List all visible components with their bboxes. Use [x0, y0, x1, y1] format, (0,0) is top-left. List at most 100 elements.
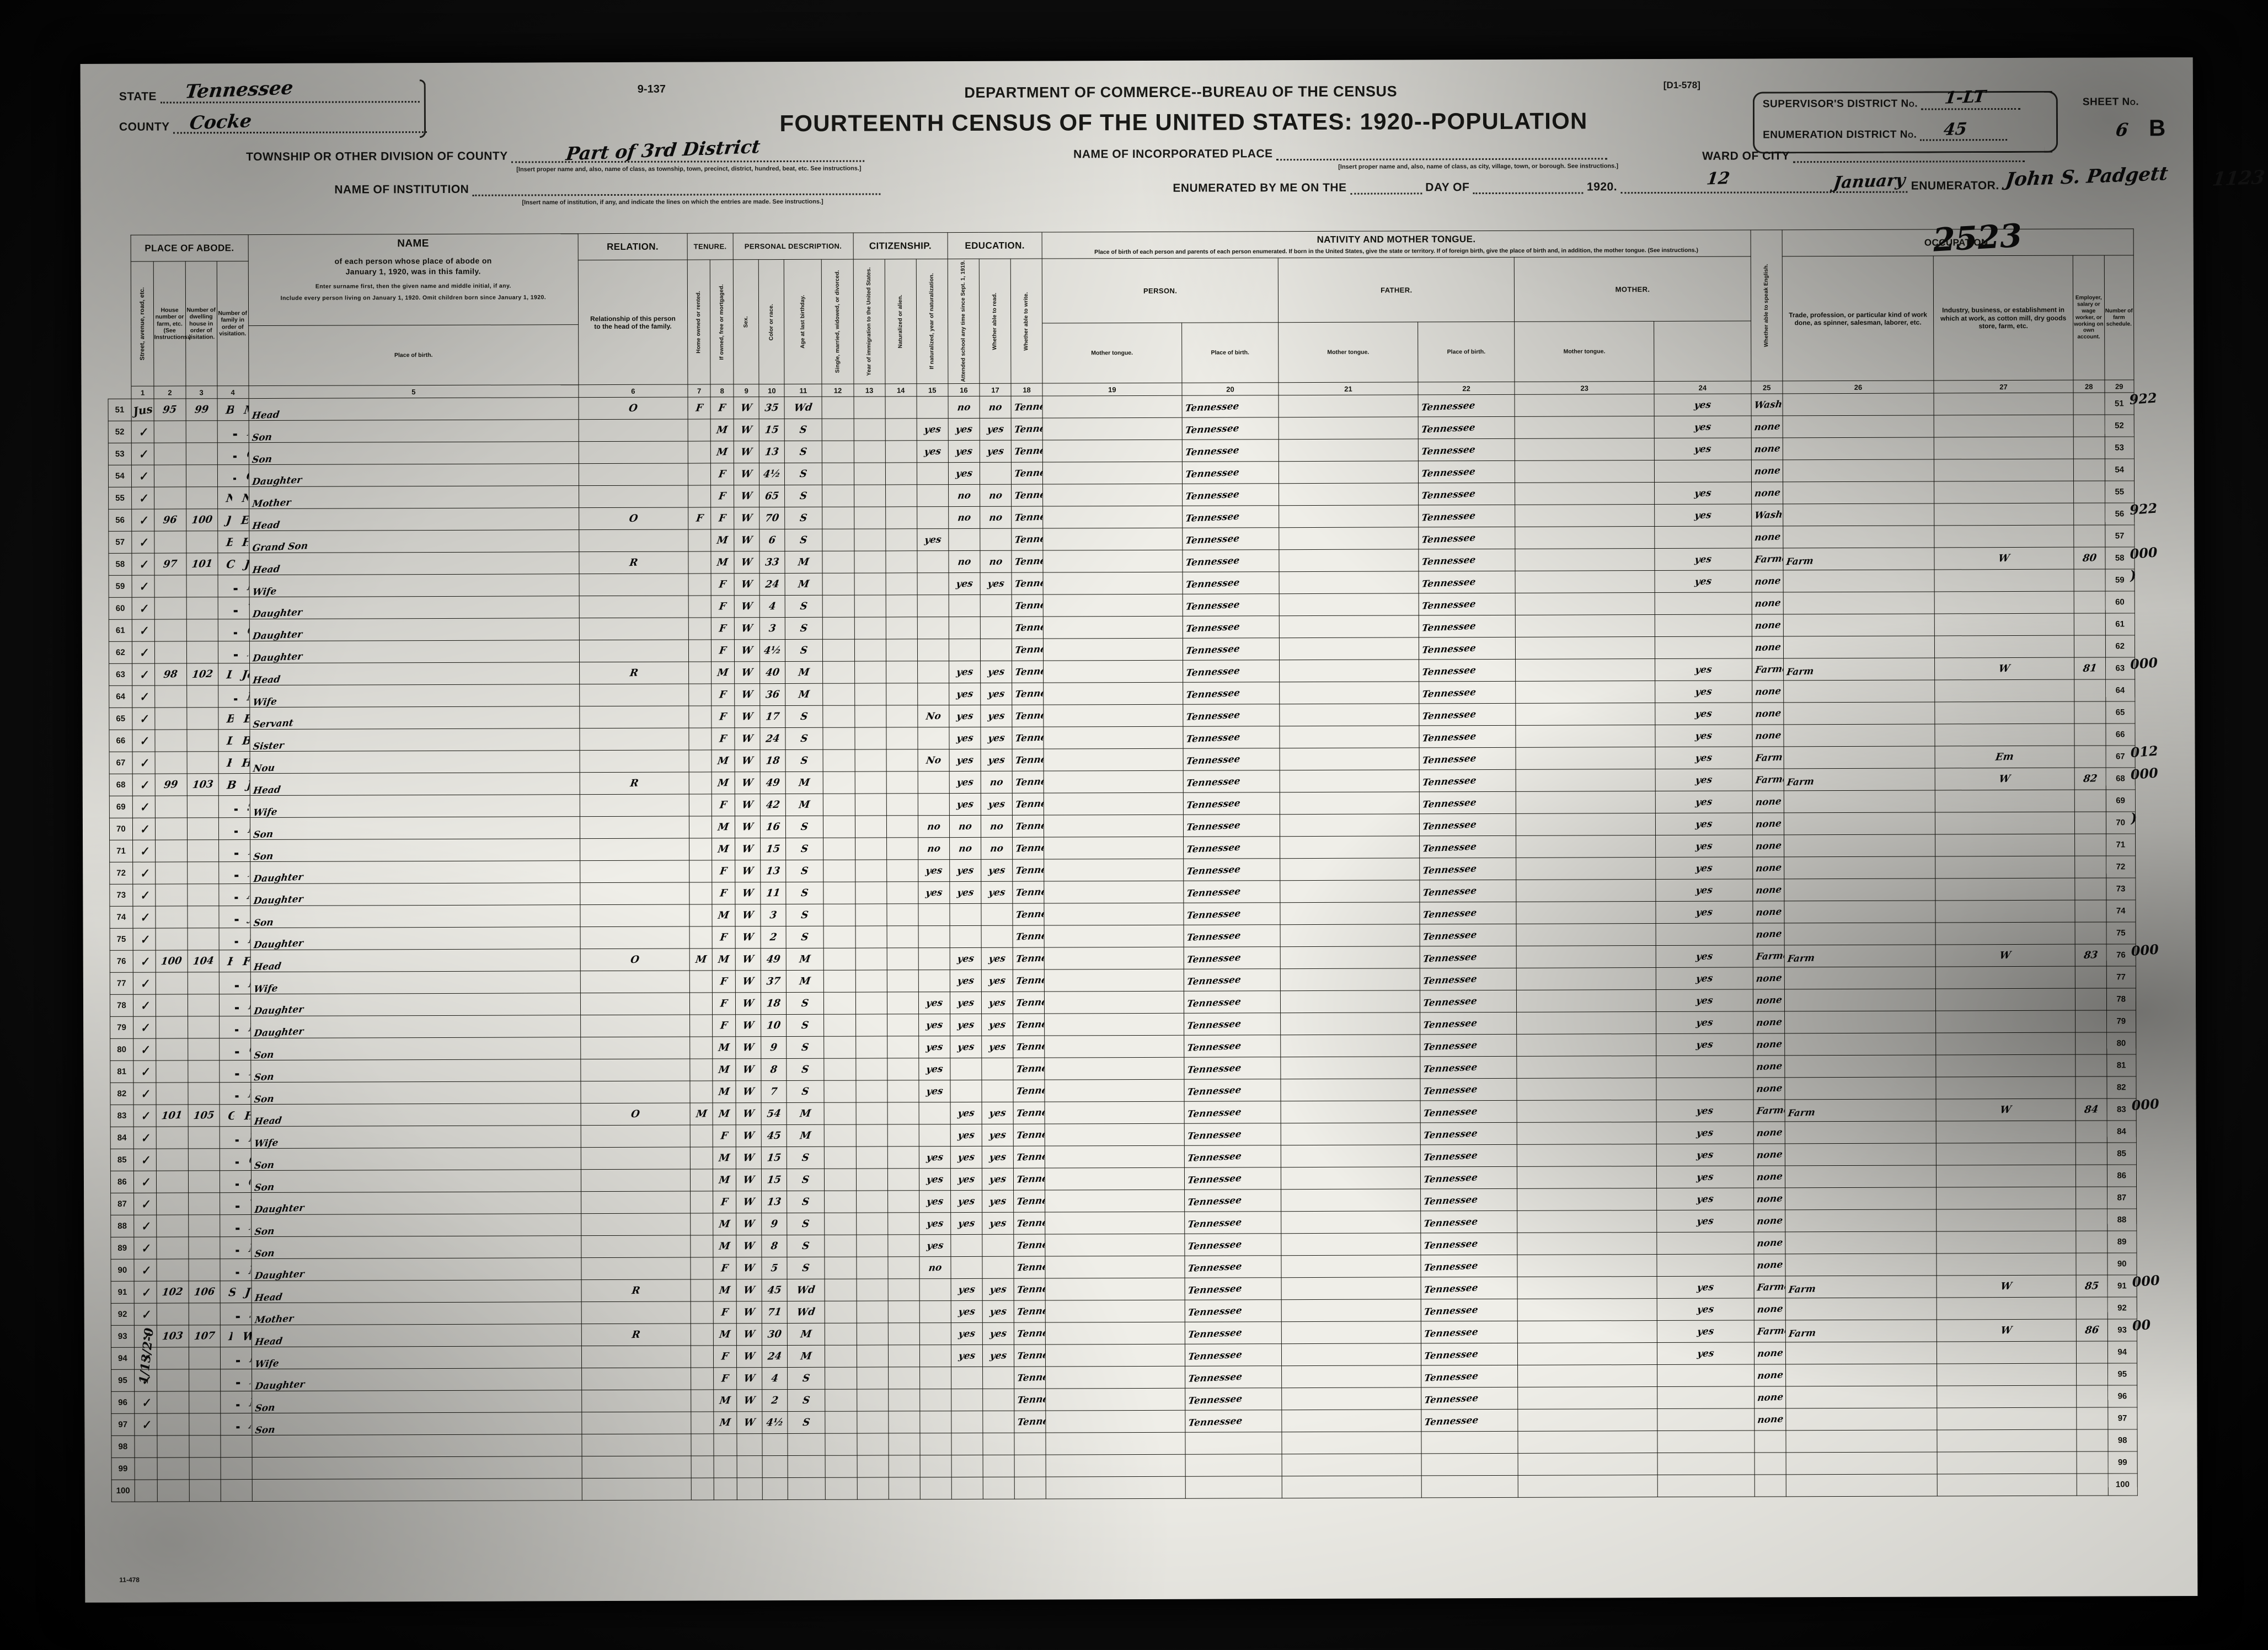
cell-person-birthplace[interactable]: Tennessee [1011, 550, 1044, 573]
cell-occupation-trade[interactable]: none [1753, 1231, 1785, 1255]
cell-name[interactable]: Earnest [219, 1082, 252, 1105]
cell-marital-status[interactable]: S [787, 1213, 825, 1235]
cell-house-number[interactable] [157, 1236, 189, 1260]
cell-naturalized-alien[interactable] [857, 1477, 889, 1500]
cell-father-mother-tongue[interactable] [1280, 990, 1420, 1013]
cell-year-naturalization[interactable] [887, 1168, 919, 1191]
cell-speak-english[interactable]: yes [1657, 1298, 1755, 1321]
cell-color-race[interactable]: W [735, 816, 761, 838]
cell-naturalized-alien[interactable] [854, 661, 886, 684]
cell-sex[interactable]: F [713, 1257, 737, 1279]
cell-home-owned[interactable] [579, 728, 689, 751]
cell-able-read[interactable]: yes [950, 1124, 982, 1147]
cell-year-immigration[interactable] [824, 1058, 856, 1081]
cell-mother-birthplace[interactable]: Tennessee [1419, 835, 1517, 858]
cell-year-immigration[interactable] [824, 1124, 856, 1147]
cell-occupation-employer[interactable] [1934, 591, 2074, 614]
cell-attended-school[interactable] [917, 617, 949, 639]
cell-father-birthplace[interactable]: Tennessee [1184, 1035, 1281, 1058]
cell-occupation-trade[interactable]: none [1753, 989, 1785, 1012]
cell-sex[interactable]: F [712, 992, 736, 1015]
cell-person-mother-tongue[interactable] [1042, 528, 1183, 551]
cell-attended-school[interactable]: yes [919, 1234, 951, 1257]
cell-able-write[interactable]: yes [982, 1322, 1014, 1345]
cell-person-birthplace[interactable]: Tennessee [1012, 661, 1044, 683]
cell-able-write[interactable] [980, 617, 1012, 639]
cell-house-number[interactable] [155, 729, 187, 752]
cell-home-owned[interactable]: O [581, 1103, 690, 1126]
cell-street[interactable]: ✓ [134, 1325, 157, 1348]
cell-occupation-trade[interactable]: none [1752, 923, 1784, 946]
cell-house-number[interactable] [155, 817, 188, 840]
cell-year-immigration[interactable] [823, 1014, 856, 1037]
cell-mother-birthplace[interactable]: Tennessee [1419, 725, 1516, 748]
cell-home-owned[interactable]: O [579, 397, 688, 420]
cell-father-mother-tongue[interactable] [1281, 1299, 1421, 1322]
cell-dwelling-number[interactable] [187, 839, 219, 862]
cell-marital-status[interactable]: S [786, 904, 824, 926]
cell-naturalized-alien[interactable] [854, 772, 886, 794]
cell-occupation-trade[interactable]: Farmer [1751, 548, 1784, 571]
cell-naturalized-alien[interactable] [857, 1411, 889, 1434]
cell-speak-english[interactable]: yes [1656, 1188, 1754, 1210]
cell-naturalized-alien[interactable] [856, 1344, 889, 1368]
cell-home-owned[interactable] [580, 1059, 690, 1081]
cell-color-race[interactable]: W [735, 970, 761, 993]
cell-marital-status[interactable]: M [787, 1345, 825, 1368]
cell-occupation-trade[interactable]: none [1753, 1033, 1785, 1056]
cell-naturalized-alien[interactable] [857, 1433, 889, 1456]
cell-person-birthplace[interactable]: Tennessee [1012, 572, 1044, 595]
cell-name[interactable]: Green Harry [219, 1104, 252, 1127]
cell-occupation-industry[interactable]: Farm [1785, 1320, 1937, 1342]
cell-person-mother-tongue[interactable] [1045, 1190, 1185, 1213]
cell-sex[interactable]: M [713, 1147, 736, 1169]
cell-able-write[interactable]: yes [981, 992, 1013, 1014]
cell-speak-english[interactable]: yes [1654, 548, 1752, 571]
cell-color-race[interactable]: W [736, 1147, 762, 1169]
cell-free-mortgaged[interactable] [691, 1433, 714, 1456]
cell-mother-mother-tongue[interactable] [1517, 1166, 1657, 1189]
cell-marital-status[interactable]: S [787, 1257, 825, 1279]
cell-year-naturalization[interactable] [886, 969, 919, 992]
cell-free-mortgaged[interactable] [689, 1124, 713, 1148]
cell-occupation-industry[interactable] [1785, 1342, 1937, 1364]
cell-sex[interactable]: F [713, 1191, 736, 1213]
cell-able-read[interactable]: yes [951, 1322, 983, 1345]
cell-mother-birthplace[interactable]: Tennessee [1418, 549, 1516, 571]
cell-age[interactable]: 15 [761, 1169, 787, 1191]
cell-year-immigration[interactable] [822, 617, 854, 640]
cell-father-birthplace[interactable]: Tennessee [1184, 1299, 1282, 1322]
cell-dwelling-number[interactable]: 106 [188, 1281, 220, 1303]
cell-color-race[interactable]: W [735, 838, 761, 860]
cell-marital-status[interactable]: M [786, 970, 824, 993]
cell-farm-schedule[interactable]: 84 [2075, 1099, 2107, 1121]
cell-occupation-employer[interactable] [1937, 1363, 2077, 1386]
cell-father-birthplace[interactable]: Tennessee [1184, 1123, 1281, 1146]
cell-able-read[interactable] [951, 1411, 983, 1433]
cell-farm-schedule[interactable] [2075, 1010, 2107, 1033]
cell-house-number[interactable] [156, 1192, 189, 1215]
cell-naturalized-alien[interactable] [854, 485, 886, 507]
cell-able-read[interactable]: yes [950, 1278, 983, 1301]
cell-person-mother-tongue[interactable] [1045, 1234, 1185, 1257]
cell-name[interactable]: Holt Frank [218, 950, 251, 972]
cell-able-read[interactable] [949, 594, 981, 617]
cell-person-mother-tongue[interactable] [1045, 1123, 1184, 1147]
cell-able-write[interactable] [980, 594, 1012, 617]
cell-father-birthplace[interactable]: Tennessee [1181, 417, 1279, 440]
cell-naturalized-alien[interactable] [855, 1168, 888, 1191]
cell-attended-school[interactable] [917, 506, 949, 529]
cell-year-naturalization[interactable] [888, 1344, 920, 1367]
cell-occupation-employer[interactable] [1934, 437, 2074, 460]
cell-age[interactable]: 49 [760, 772, 786, 794]
cell-naturalized-alien[interactable] [855, 1014, 887, 1037]
cell-able-write[interactable]: yes [980, 749, 1013, 772]
cell-person-mother-tongue[interactable] [1043, 704, 1183, 727]
cell-occupation-industry[interactable]: Farm [1783, 768, 1935, 791]
cell-speak-english[interactable]: yes [1656, 1100, 1753, 1122]
cell-occupation-trade[interactable]: none [1751, 415, 1783, 438]
cell-naturalized-alien[interactable] [853, 397, 885, 419]
cell-sex[interactable]: M [713, 1213, 736, 1235]
cell-occupation-employer[interactable] [1934, 569, 2074, 592]
cell-father-mother-tongue[interactable] [1280, 725, 1419, 748]
